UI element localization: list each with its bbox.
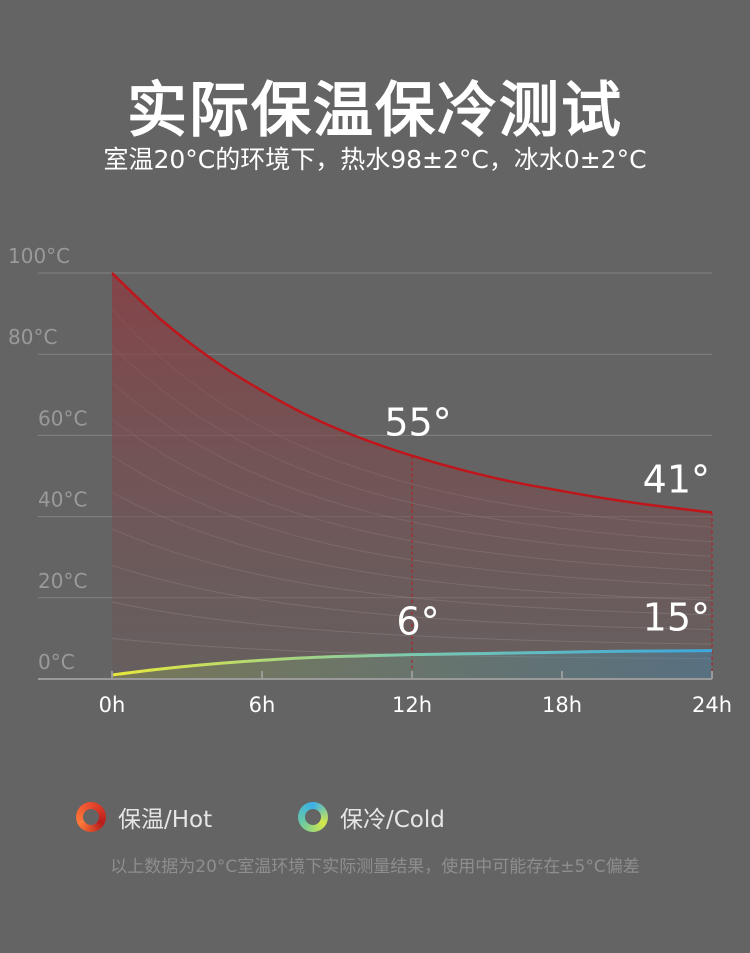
y-tick-label: 60°C: [38, 406, 87, 430]
y-tick-labels: 0°C 20°C 40°C 60°C 80°C 100°C: [8, 244, 87, 674]
annotation-label: 55°: [384, 401, 451, 445]
footnote: 以上数据为20°C室温环境下实际测量结果，使用中可能存在±5°C偏差: [110, 857, 640, 877]
page-title: 实际保温保冷测试: [127, 76, 623, 146]
page-subtitle: 室温20°C的环境下，热水98±2°C，冰水0±2°C: [103, 145, 647, 174]
annotation-label: 41°: [643, 458, 710, 502]
x-tick-label: 6h: [249, 693, 276, 717]
annotation-label: 15°: [643, 596, 710, 640]
legend-label-hot: 保温/Hot: [118, 807, 213, 833]
legend-item-hot: 保温/Hot: [76, 800, 212, 834]
legend: 保温/Hot 保冷/Cold: [0, 800, 750, 834]
x-tick-labels: 0h 6h 12h 18h 24h: [99, 671, 732, 717]
y-tick-label: 40°C: [38, 488, 87, 512]
x-tick-label: 18h: [542, 693, 582, 717]
x-tick-label: 0h: [99, 693, 126, 717]
x-tick-label: 24h: [692, 693, 732, 717]
y-tick-label: 80°C: [8, 325, 57, 349]
x-tick-label: 12h: [392, 693, 432, 717]
y-tick-label: 0°C: [38, 650, 75, 674]
y-tick-label: 20°C: [38, 569, 87, 593]
annotation-label: 6°: [396, 600, 439, 644]
legend-label-cold: 保冷/Cold: [340, 807, 445, 833]
y-tick-label: 100°C: [8, 244, 70, 268]
hot-series-line: [111, 272, 713, 514]
cold-series-line: [111, 649, 713, 677]
temperature-chart: 0°C 20°C 40°C 60°C 80°C 100°C 0h 6h 12h 18h 24h 5…: [8, 244, 732, 717]
cold-ring-icon: [298, 802, 328, 832]
annotation-labels: 55° 41° 6° 15°: [384, 401, 710, 644]
legend-item-cold: 保冷/Cold: [298, 800, 445, 834]
hot-ring-icon: [76, 802, 106, 832]
